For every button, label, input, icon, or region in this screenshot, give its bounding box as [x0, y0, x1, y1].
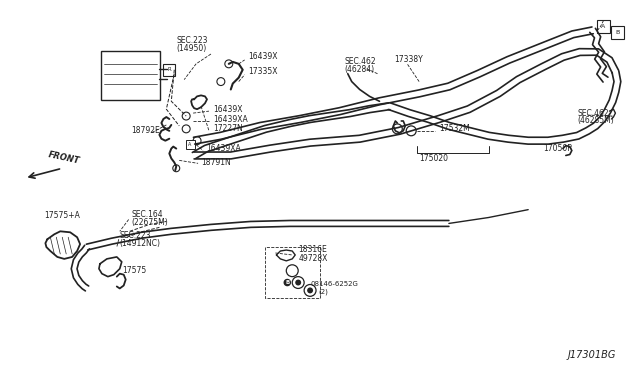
Text: (46285M): (46285M)	[578, 116, 614, 125]
Text: J17301BG: J17301BG	[568, 350, 616, 360]
Text: A: A	[188, 142, 192, 147]
Text: 17575: 17575	[122, 266, 146, 275]
FancyBboxPatch shape	[163, 64, 175, 76]
Text: FRONT: FRONT	[47, 150, 81, 165]
Text: 49728X: 49728X	[298, 254, 328, 263]
Text: 16439XA: 16439XA	[206, 144, 241, 153]
FancyBboxPatch shape	[101, 51, 161, 100]
Text: (14912NC): (14912NC)	[120, 238, 161, 248]
Text: 08146-6252G: 08146-6252G	[310, 280, 358, 286]
Text: 18316E: 18316E	[298, 244, 327, 254]
FancyBboxPatch shape	[597, 20, 610, 33]
Circle shape	[307, 288, 313, 294]
Text: 17050R: 17050R	[543, 144, 573, 153]
Text: (2): (2)	[318, 288, 328, 295]
Text: 17335X: 17335X	[248, 67, 278, 76]
Text: SEC.462: SEC.462	[345, 57, 376, 66]
Text: 18792E: 18792E	[132, 126, 161, 135]
Text: 16439X: 16439X	[248, 52, 278, 61]
Text: SEC.164: SEC.164	[132, 210, 163, 219]
Text: (22675M): (22675M)	[132, 218, 168, 227]
Text: SEC.462: SEC.462	[578, 109, 609, 118]
Circle shape	[295, 280, 301, 285]
Text: SEC.223: SEC.223	[176, 36, 208, 45]
Text: (46284): (46284)	[345, 65, 375, 74]
Text: B: B	[615, 30, 620, 35]
Text: A: A	[602, 24, 605, 29]
Text: 175020: 175020	[419, 154, 448, 163]
Text: 18791N: 18791N	[201, 158, 231, 167]
Text: 17338Y: 17338Y	[394, 55, 423, 64]
Text: B: B	[285, 280, 289, 285]
Text: SEC.223: SEC.223	[120, 231, 151, 240]
Text: 16439X: 16439X	[213, 105, 243, 114]
Text: R: R	[168, 67, 171, 72]
Text: 17227N: 17227N	[213, 124, 243, 134]
Text: 17532M: 17532M	[439, 124, 470, 134]
FancyBboxPatch shape	[186, 140, 195, 149]
Text: 17575+A: 17575+A	[44, 211, 80, 220]
Text: (14950): (14950)	[176, 44, 207, 52]
Text: 16439XA: 16439XA	[213, 115, 248, 124]
FancyBboxPatch shape	[611, 26, 624, 39]
